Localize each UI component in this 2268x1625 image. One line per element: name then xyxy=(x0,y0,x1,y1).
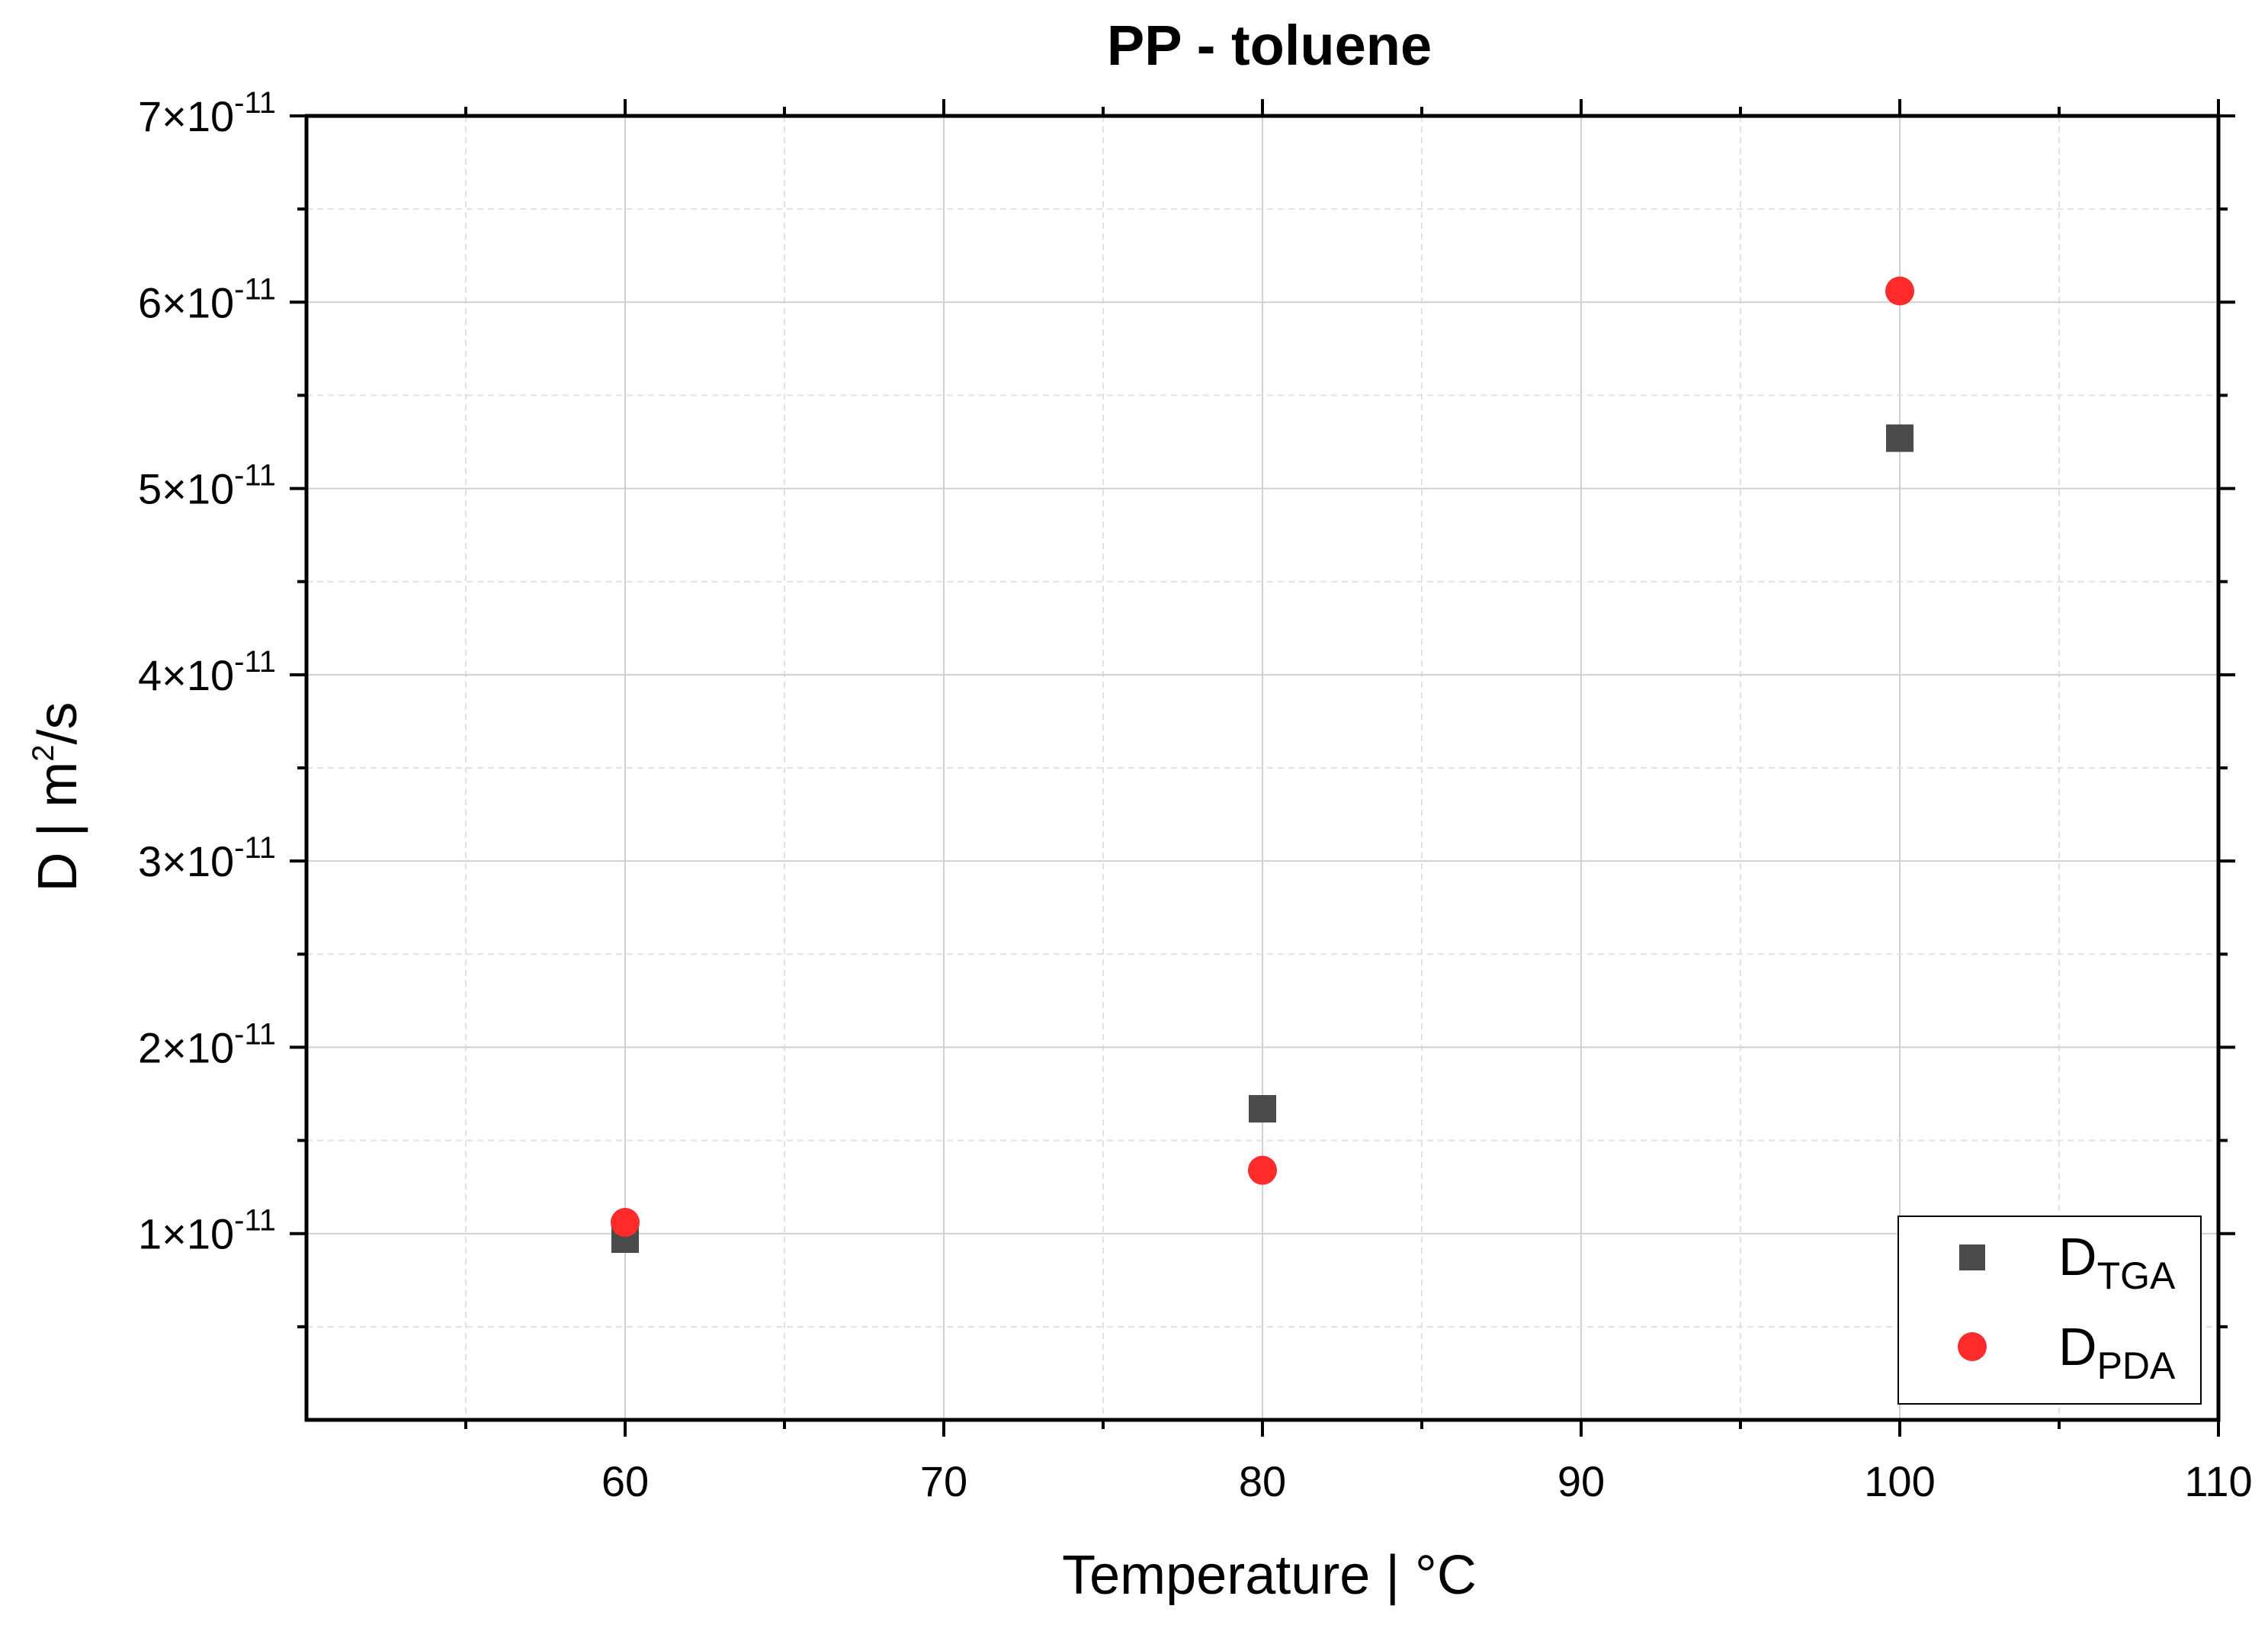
point-pda xyxy=(1885,276,1914,306)
legend-marker-tga xyxy=(1959,1244,1985,1270)
y-tick-label: 3×10-11 xyxy=(138,831,276,885)
legend-label-pda: DPDA xyxy=(2058,1317,2176,1387)
point-tga xyxy=(1886,424,1914,452)
chart-title: PP - toluene xyxy=(1107,14,1432,77)
legend-label-pda-sub: PDA xyxy=(2097,1344,2176,1387)
point-tga xyxy=(1249,1095,1276,1123)
point-pda xyxy=(611,1208,640,1238)
y-tick-label: 1×10-11 xyxy=(138,1204,276,1258)
x-tick-label: 70 xyxy=(920,1457,967,1505)
data-points xyxy=(611,276,1914,1254)
x-tick-label: 60 xyxy=(601,1457,649,1505)
legend-label-tga-sub: TGA xyxy=(2097,1254,2176,1297)
x-tick-label: 90 xyxy=(1557,1457,1605,1505)
y-tick-label: 4×10-11 xyxy=(138,645,276,699)
legend-label-pda-main: D xyxy=(2058,1317,2097,1376)
legend-marker-pda xyxy=(1958,1332,1987,1361)
y-axis-label-rest: /s xyxy=(27,702,88,745)
y-tick-label: 6×10-11 xyxy=(138,272,276,326)
axis-ticks xyxy=(290,99,2235,1437)
point-pda xyxy=(1248,1155,1277,1185)
x-tick-label: 110 xyxy=(2184,1457,2252,1505)
plot-frame xyxy=(304,114,2221,1422)
y-tick-labels: 1×10-11 2×10-11 3×10-11 4×10-11 5×10-11 6×10-… xyxy=(138,86,276,1258)
legend: DTGA DPDA xyxy=(1897,1216,2202,1405)
y-axis-label-base: D | m xyxy=(27,762,88,892)
y-tick-label: 5×10-11 xyxy=(138,459,276,513)
x-tick-labels: 60 70 80 90 100 110 xyxy=(601,1457,2253,1505)
legend-label-tga: DTGA xyxy=(2058,1227,2176,1297)
y-tick-label: 7×10-11 xyxy=(138,86,276,140)
grid-lines xyxy=(306,116,2218,1420)
legend-label-tga-main: D xyxy=(2058,1227,2097,1286)
x-tick-label: 80 xyxy=(1239,1457,1286,1505)
y-tick-label: 2×10-11 xyxy=(138,1017,276,1071)
y-axis-label: D | m2/s xyxy=(27,702,88,892)
x-tick-label: 100 xyxy=(1864,1457,1935,1505)
y-axis-label-sup: 2 xyxy=(27,745,60,762)
legend-box xyxy=(1897,1216,2202,1405)
x-axis-label: Temperature | °C xyxy=(1062,1545,1477,1606)
